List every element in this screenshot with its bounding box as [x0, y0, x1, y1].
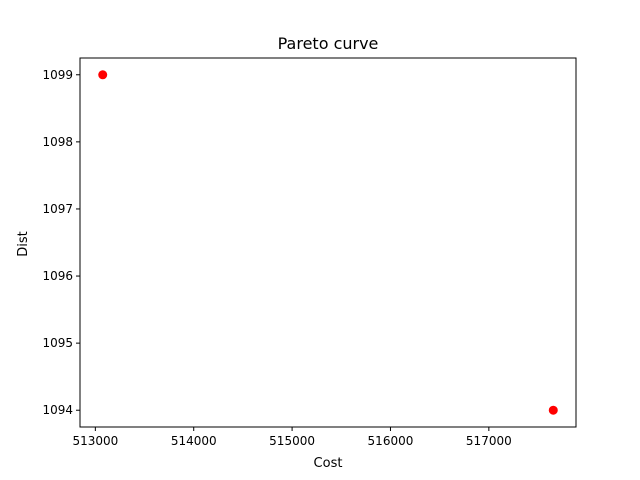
x-tick-label: 513000 — [72, 434, 118, 448]
y-tick-label: 1097 — [42, 202, 73, 216]
chart-title: Pareto curve — [278, 34, 379, 53]
x-tick-label: 517000 — [466, 434, 512, 448]
data-point — [98, 70, 108, 80]
x-tick-label: 514000 — [171, 434, 217, 448]
x-tick-label: 516000 — [368, 434, 414, 448]
axes-frame — [79, 57, 577, 428]
y-tick-label: 1098 — [42, 135, 73, 149]
x-axis-label: Cost — [314, 456, 343, 471]
data-point — [548, 405, 558, 415]
y-tick-label: 1096 — [42, 269, 73, 283]
y-tick-label: 1094 — [42, 403, 73, 417]
y-axis-label: Dist — [16, 231, 31, 257]
y-tick-label: 1099 — [42, 68, 73, 82]
x-tick-label: 515000 — [269, 434, 315, 448]
plot-area: 513000 514000 515000 516000 517000 1094 1095 10… — [42, 57, 577, 448]
y-tick-label: 1095 — [42, 336, 73, 350]
